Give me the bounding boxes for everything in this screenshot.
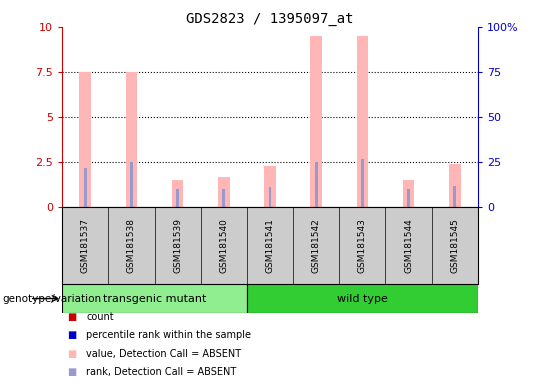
Text: transgenic mutant: transgenic mutant [103,293,206,304]
Bar [79,72,91,207]
Text: count: count [86,312,114,322]
Text: GSM181537: GSM181537 [80,218,90,273]
Bar [407,189,410,207]
Text: GSM181544: GSM181544 [404,218,413,273]
Text: ■: ■ [68,349,77,359]
Bar [449,164,461,207]
Bar [310,36,322,207]
Text: ■: ■ [68,367,77,377]
Bar [361,159,364,207]
Text: GSM181538: GSM181538 [127,218,136,273]
Text: ■: ■ [68,330,77,340]
Bar [62,284,247,313]
Text: GSM181543: GSM181543 [358,218,367,273]
Bar [172,180,184,207]
Text: value, Detection Call = ABSENT: value, Detection Call = ABSENT [86,349,241,359]
Bar [264,166,276,207]
Bar [268,187,272,207]
Bar [218,177,230,207]
Text: GSM181540: GSM181540 [219,218,228,273]
Bar [222,189,225,207]
Text: GSM181545: GSM181545 [450,218,460,273]
Bar [130,162,133,207]
Text: rank, Detection Call = ABSENT: rank, Detection Call = ABSENT [86,367,237,377]
Bar [176,189,179,207]
Bar [84,168,86,207]
Bar [403,180,414,207]
Text: GSM181541: GSM181541 [266,218,274,273]
Text: wild type: wild type [337,293,388,304]
Text: percentile rank within the sample: percentile rank within the sample [86,330,252,340]
Text: GSM181539: GSM181539 [173,218,182,273]
Bar [247,284,478,313]
Text: ■: ■ [68,312,77,322]
Bar [454,186,456,207]
Bar [315,162,318,207]
Title: GDS2823 / 1395097_at: GDS2823 / 1395097_at [186,12,354,26]
Bar [126,72,137,207]
Text: genotype/variation: genotype/variation [3,293,102,304]
Bar [356,36,368,207]
Text: GSM181542: GSM181542 [312,218,321,273]
